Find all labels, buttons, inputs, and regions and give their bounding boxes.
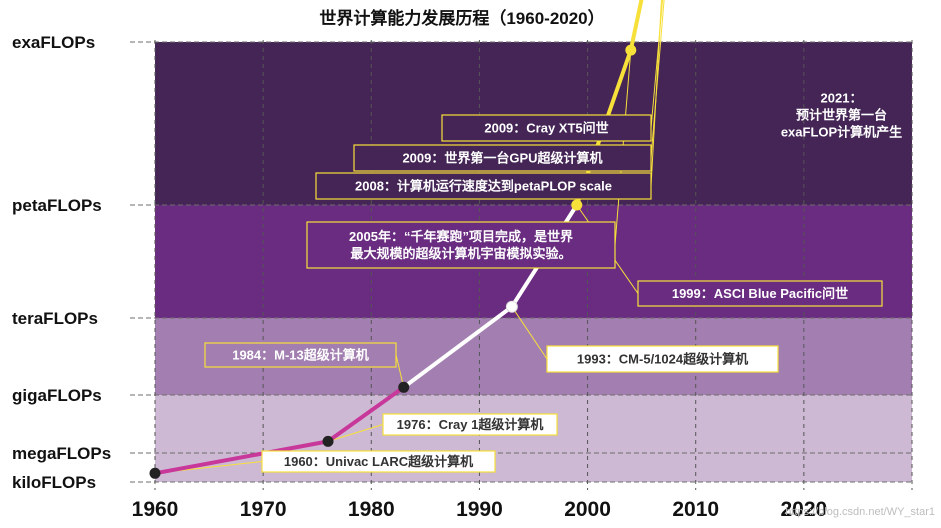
data-point-5 [625,44,637,56]
x-tick-label-1: 1970 [240,498,287,521]
annotation-text-2-0: 1984：M-13超级计算机 [232,348,369,363]
annotation-box-7 [353,144,652,172]
x-tick-label-3: 1990 [456,498,503,521]
marker-layer [149,44,637,479]
data-point-1 [322,435,334,447]
annotation-text-5-0: 2005年：“千年赛跑”项目完成，是世界 [349,229,573,244]
annotation-box-5 [306,221,616,269]
y-tick-label-2: gigaFLOPs [12,386,102,405]
leader-line-8 [650,0,664,129]
annotation-text-4-0: 1999：ASCI Blue Pacific问世 [672,286,848,301]
y-tick-label-0: kiloFLOPs [12,473,96,492]
annotation-text-5-1: 最大规模的超级计算机宇宙模拟实验。 [350,246,571,261]
leader-line-2 [395,354,405,388]
data-point-3 [505,300,518,313]
x-tick-label-2: 1980 [348,498,395,521]
axis-label-layer: kiloFLOPs megaFLOPs gigaFLOPs teraFLOPs peta… [12,33,827,521]
data-point-0 [149,467,161,479]
annotation-text-8-0: 2009：Cray XT5问世 [484,121,608,136]
x-tick-label-0: 1960 [132,498,179,521]
annotation-box-3 [546,345,779,373]
annotation-layer: 1960：Univac LARC超级计算机 1976：Cray 1超级计算机 198… [204,91,902,473]
annotation-text-9-0: 2021： [821,91,863,106]
annotation-text-7-0: 2009：世界第一台GPU超级计算机 [402,151,602,166]
chart-title: 世界计算能力发展历程（1960-2020） [319,8,604,28]
annotation-box-2 [204,342,397,368]
annotation-text-1-0: 1976：Cray 1超级计算机 [397,417,544,432]
y-tick-label-5: exaFLOPs [12,33,95,52]
y-tick-label-1: megaFLOPs [12,444,111,463]
annotation-text-9-1: 预计世界第一台 [796,108,887,123]
annotation-text-6-0: 2008：计算机运行速度达到petaPLOP scale [355,179,612,194]
annotation-text-0-0: 1960：Univac LARC超级计算机 [284,454,473,469]
x-tick-label-6: 2020 [780,498,827,521]
x-tick-label-4: 2000 [564,498,611,521]
annotation-box-0 [261,450,496,473]
x-tick-label-5: 2010 [672,498,719,521]
annotation-text-3-0: 1993：CM-5/1024超级计算机 [577,352,748,367]
y-tick-label-3: teraFLOPs [12,309,98,328]
y-tick-label-4: petaFLOPs [12,196,102,215]
leader-line-7 [650,0,665,159]
annotation-box-6 [315,172,652,200]
data-point-2 [398,381,410,393]
data-point-4 [571,199,583,211]
leader-line-3 [511,306,548,360]
leader-line-1 [327,424,384,442]
watermark: https://blog.csdn.net/WY_star1 [785,506,935,518]
annotation-box-1 [382,413,558,436]
annotation-box-4 [637,280,883,307]
annotation-box-8 [441,114,652,142]
annotation-text-9-2: exaFLOP计算机产生 [781,125,902,140]
